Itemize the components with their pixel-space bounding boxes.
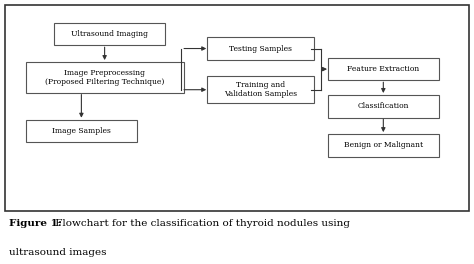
FancyBboxPatch shape [207,37,314,60]
Text: Benign or Malignant: Benign or Malignant [344,141,423,149]
FancyBboxPatch shape [207,76,314,103]
Text: Image Preprocessing
(Proposed Filtering Technique): Image Preprocessing (Proposed Filtering … [45,69,164,86]
FancyBboxPatch shape [26,120,137,142]
Text: Figure 1:: Figure 1: [9,219,62,228]
Text: Classification: Classification [357,102,409,110]
Text: Testing Samples: Testing Samples [229,45,292,53]
FancyBboxPatch shape [54,23,165,45]
FancyBboxPatch shape [328,58,439,81]
Text: ultrasound images: ultrasound images [9,248,107,257]
Text: Ultrasound Imaging: Ultrasound Imaging [71,30,148,38]
FancyBboxPatch shape [328,134,439,157]
FancyBboxPatch shape [26,62,183,93]
Text: Training and
Validation Samples: Training and Validation Samples [224,81,297,98]
Text: Flowchart for the classification of thyroid nodules using: Flowchart for the classification of thyr… [52,219,350,228]
FancyBboxPatch shape [328,95,439,117]
Text: Feature Extraction: Feature Extraction [347,65,419,73]
FancyBboxPatch shape [5,5,469,211]
Text: Image Samples: Image Samples [52,127,111,135]
